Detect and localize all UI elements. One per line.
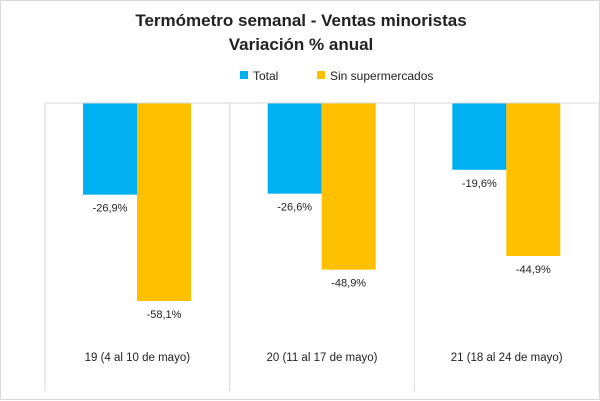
category-labels-group: 19 (4 al 10 de mayo) 20 (11 al 17 de mayo…	[85, 352, 563, 364]
chart-legend: Total Sin supermercados	[240, 69, 433, 83]
bar	[452, 103, 507, 170]
category-dividers	[44, 103, 600, 391]
bar	[83, 103, 137, 195]
bar	[137, 103, 191, 301]
category-label: 20 (11 al 17 de mayo)	[266, 352, 377, 364]
bar	[267, 103, 322, 194]
legend-swatch	[240, 71, 248, 79]
legend-swatch	[317, 71, 325, 79]
legend-label: Total	[253, 69, 278, 83]
category-label: 21 (18 al 24 de mayo)	[451, 352, 563, 364]
bar-series-group	[83, 103, 561, 301]
bar	[506, 103, 561, 257]
data-label: -44,9%	[516, 264, 551, 276]
chart-subtitle: Variación % anual	[229, 35, 374, 54]
data-label: -58,1%	[147, 309, 182, 321]
data-label: -26,6%	[277, 202, 312, 214]
data-label: -26,9%	[93, 203, 128, 215]
bar	[321, 103, 376, 270]
data-labels-group: -26,9% -58,1% -26,6% -48,9% -19,6% -44,9%	[93, 178, 551, 321]
chart-title: Termómetro semanal - Ventas minoristas	[135, 11, 466, 30]
data-label: -19,6%	[462, 178, 497, 190]
legend-label: Sin supermercados	[330, 69, 433, 83]
data-label: -48,9%	[331, 278, 366, 290]
category-label: 19 (4 al 10 de mayo)	[85, 352, 191, 364]
